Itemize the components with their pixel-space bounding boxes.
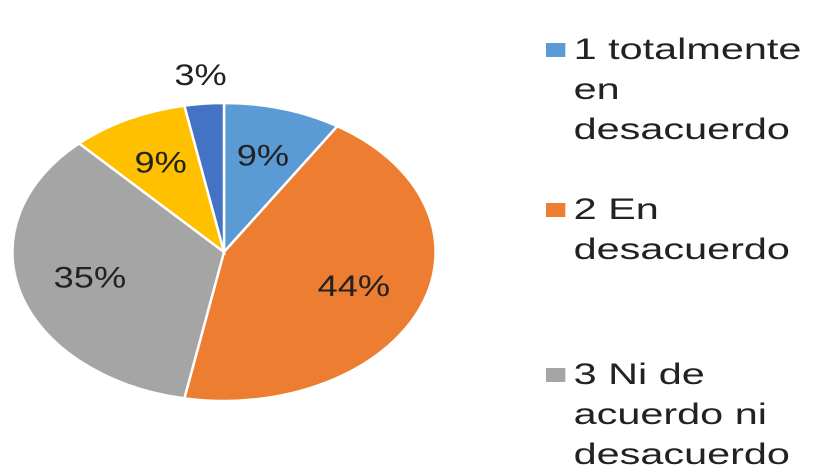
chart: 9% 44% 35% 9% 3% [0, 59, 840, 462]
data-label: 35% [54, 261, 126, 294]
data-label: 44% [318, 270, 390, 303]
legend-swatch [546, 368, 566, 382]
legend-entry: 1 totalmente en desacuerdo [546, 30, 822, 150]
legend-entry: 2 En desacuerdo [546, 190, 822, 270]
legend-swatch [546, 203, 566, 217]
legend-label: 1 totalmente en desacuerdo [573, 33, 802, 146]
legend-swatch [546, 43, 566, 57]
pie-slice [12, 143, 224, 398]
legend-label: 3 Ni de acuerdo ni desacuerdo [573, 358, 790, 471]
legend-entry: 3 Ni de acuerdo ni desacuerdo [546, 355, 822, 475]
pie-slice [224, 103, 337, 252]
data-label: 9% [134, 146, 186, 179]
pie-slice [79, 106, 224, 252]
pie-slice [184, 126, 435, 401]
data-label: 3% [174, 59, 226, 92]
page: {"chart_data": {"type": "pie", "categori… [0, 30, 840, 471]
pie-slice [184, 103, 224, 252]
pie: 9% 44% 35% 9% 3% [12, 59, 435, 401]
data-label: 9% [237, 139, 289, 172]
legend-label: 2 En desacuerdo [573, 193, 790, 266]
